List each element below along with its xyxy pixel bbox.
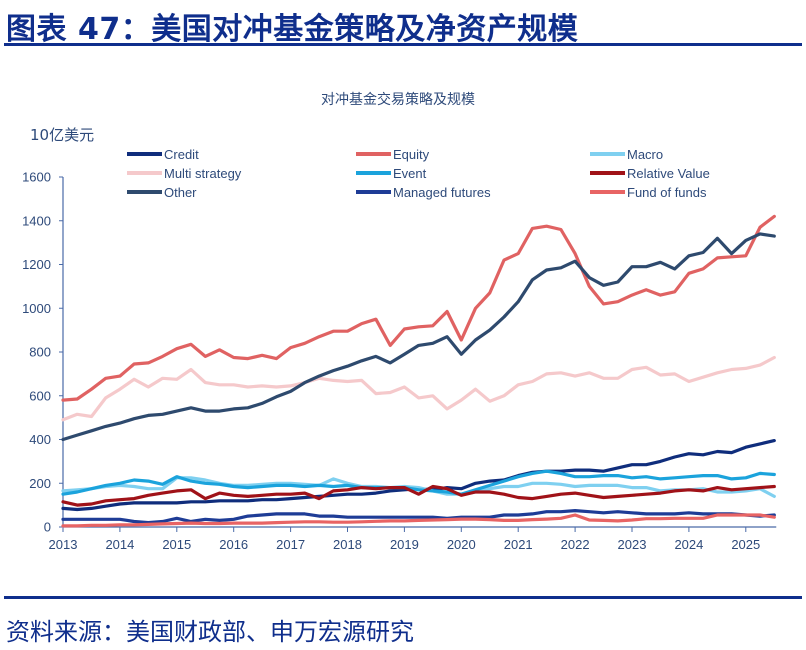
y-tick-label: 1200: [22, 257, 51, 272]
legend-label: Equity: [393, 147, 430, 162]
legend-item-other: Other: [127, 185, 197, 200]
legend-label: Event: [393, 166, 427, 181]
x-tick-label: 2022: [561, 537, 590, 552]
x-tick-label: 2015: [162, 537, 191, 552]
y-axis-unit-label: 10亿美元: [30, 126, 94, 144]
series-line-relative-value: [61, 484, 776, 507]
legend-label: Credit: [164, 147, 199, 162]
axes: 0 200 400 600 800 1000 1200 1400 1600 2013 2014 201…: [22, 170, 777, 552]
x-tick-label: 2014: [105, 537, 134, 552]
series-line-managed-futures: [61, 509, 776, 525]
legend-label: Relative Value: [627, 166, 710, 181]
x-tick-label: 2013: [49, 537, 78, 552]
chart-title: 对冲基金交易策略及规模: [321, 91, 475, 108]
series-lines: [61, 214, 776, 528]
x-tick-label: 2016: [219, 537, 248, 552]
x-tick-label: 2024: [674, 537, 703, 552]
series-line-equity: [61, 214, 776, 402]
figure-title: 图表 47：美国对冲基金策略及净资产规模: [6, 12, 579, 47]
legend-label: Fund of funds: [627, 185, 707, 200]
x-tick-label: 2017: [276, 537, 305, 552]
legend-item-macro: Macro: [590, 147, 663, 162]
series-line-other: [61, 232, 776, 442]
x-tick-label: 2018: [333, 537, 362, 552]
legend-item-relative-value: Relative Value: [590, 166, 710, 181]
legend-label: Managed futures: [393, 185, 491, 200]
x-tick-label: 2020: [447, 537, 476, 552]
x-tick-label: 2019: [390, 537, 419, 552]
x-tick-label: 2023: [618, 537, 647, 552]
x-tick-label: 2025: [731, 537, 760, 552]
y-tick-label: 0: [44, 520, 51, 535]
y-tick-label: 400: [29, 432, 51, 447]
series-line-event: [61, 469, 776, 496]
x-tick-label: 2021: [504, 537, 533, 552]
y-tick-label: 200: [29, 476, 51, 491]
source-note: 资料来源：美国财政部、申万宏源研究: [6, 618, 414, 646]
y-tick-label: 800: [29, 345, 51, 360]
legend: Credit Equity Macro Multi strategy Event Rela…: [127, 147, 710, 200]
legend-item-fund-of-funds: Fund of funds: [590, 185, 707, 200]
series-line-credit: [61, 439, 776, 512]
y-tick-label: 600: [29, 388, 51, 403]
title-divider: [4, 43, 802, 46]
legend-item-multi-strategy: Multi strategy: [127, 166, 242, 181]
legend-item-equity: Equity: [356, 147, 430, 162]
y-tick-label: 1000: [22, 301, 51, 316]
legend-label: Macro: [627, 147, 663, 162]
series-line-multi-strategy: [61, 355, 776, 422]
legend-item-credit: Credit: [127, 147, 199, 162]
legend-item-event: Event: [356, 166, 427, 181]
y-tick-label: 1400: [22, 213, 51, 228]
y-tick-label: 1600: [22, 170, 51, 185]
footer-divider: [4, 596, 802, 599]
series-line-fund-of-funds: [61, 513, 776, 528]
legend-label: Other: [164, 185, 197, 200]
legend-label: Multi strategy: [164, 166, 242, 181]
legend-item-managed-futures: Managed futures: [356, 185, 491, 200]
